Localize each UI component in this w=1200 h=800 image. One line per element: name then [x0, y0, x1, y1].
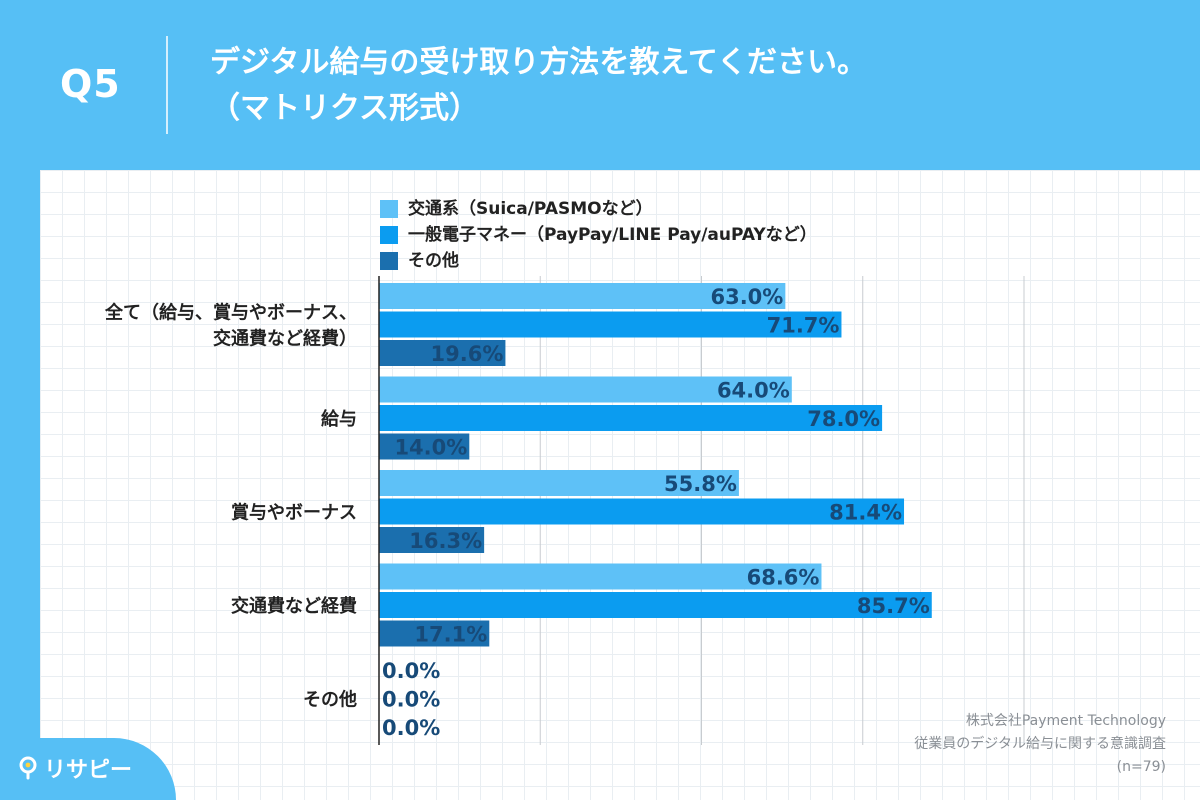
data-label: 55.8% — [664, 472, 737, 496]
data-label: 71.7% — [767, 314, 840, 338]
data-label: 14.0% — [394, 436, 467, 460]
data-label: 64.0% — [717, 379, 790, 403]
legend-label-series2: 一般電子マネー（PayPay/LINE Pay/auPAYなど） — [408, 225, 817, 245]
data-label: 19.6% — [431, 342, 504, 366]
category-label: 賞与やボーナス — [231, 502, 357, 524]
header-divider — [166, 36, 168, 134]
data-label: 16.3% — [409, 529, 482, 553]
category-label: 交通費など経費 — [231, 595, 357, 617]
bar — [379, 376, 792, 403]
question-number: Q5 — [60, 62, 121, 106]
bar — [379, 527, 485, 553]
credit-company: 株式会社Payment Technology — [965, 713, 1166, 729]
bar — [379, 340, 506, 366]
category-label: その他 — [303, 689, 357, 711]
question-title: デジタル給与の受け取り方法を教えてください。 （マトリクス形式） — [210, 40, 867, 132]
data-label: 81.4% — [829, 501, 902, 525]
data-label: 0.0% — [382, 688, 440, 712]
legend-item-series1: 交通系（Suica/PASMOなど） — [380, 196, 817, 222]
legend-swatch-series3 — [380, 252, 398, 270]
brand-logo[interactable]: リサピー — [18, 752, 132, 784]
data-label: 0.0% — [382, 659, 440, 683]
category-label: 全て（給与、賞与やボーナス、 — [104, 302, 357, 324]
bar — [379, 563, 822, 590]
bar — [379, 498, 905, 525]
legend-item-series3: その他 — [380, 248, 817, 274]
bar — [379, 470, 739, 496]
legend-item-series2: 一般電子マネー（PayPay/LINE Pay/auPAYなど） — [380, 222, 817, 248]
logo-badge — [0, 738, 176, 800]
chart-legend: 交通系（Suica/PASMOなど） 一般電子マネー（PayPay/LINE P… — [380, 196, 817, 274]
legend-swatch-series1 — [380, 200, 398, 218]
legend-swatch-series2 — [380, 226, 398, 244]
category-label: 交通費など経費） — [213, 328, 357, 350]
bar — [379, 620, 490, 647]
credit-survey-name: 従業員のデジタル給与に関する意識調査 — [914, 736, 1166, 752]
legend-label-series1: 交通系（Suica/PASMOなど） — [408, 199, 653, 219]
bar — [379, 592, 932, 618]
logo-text: リサピー — [44, 758, 133, 783]
bar — [379, 283, 786, 309]
bar — [379, 433, 470, 460]
credit-sample-size: (n=79) — [1116, 759, 1166, 775]
legend-label-series3: その他 — [408, 251, 459, 271]
survey-credit: 株式会社Payment Technology 従業員のデジタル給与に関する意識調… — [914, 710, 1166, 779]
data-label: 68.6% — [747, 566, 820, 590]
bar — [379, 405, 883, 431]
data-label: 85.7% — [857, 594, 930, 618]
map-pin-icon — [19, 756, 37, 780]
category-label: 給与 — [321, 408, 357, 430]
header-banner: Q5 デジタル給与の受け取り方法を教えてください。 （マトリクス形式） — [0, 0, 1200, 170]
data-label: 78.0% — [807, 407, 880, 431]
bar — [379, 311, 842, 338]
question-title-line2: （マトリクス形式） — [210, 91, 480, 126]
data-label: 63.0% — [710, 285, 783, 309]
data-label: 0.0% — [382, 716, 440, 740]
question-title-line1: デジタル給与の受け取り方法を教えてください。 — [210, 45, 867, 80]
data-label: 17.1% — [414, 623, 487, 647]
